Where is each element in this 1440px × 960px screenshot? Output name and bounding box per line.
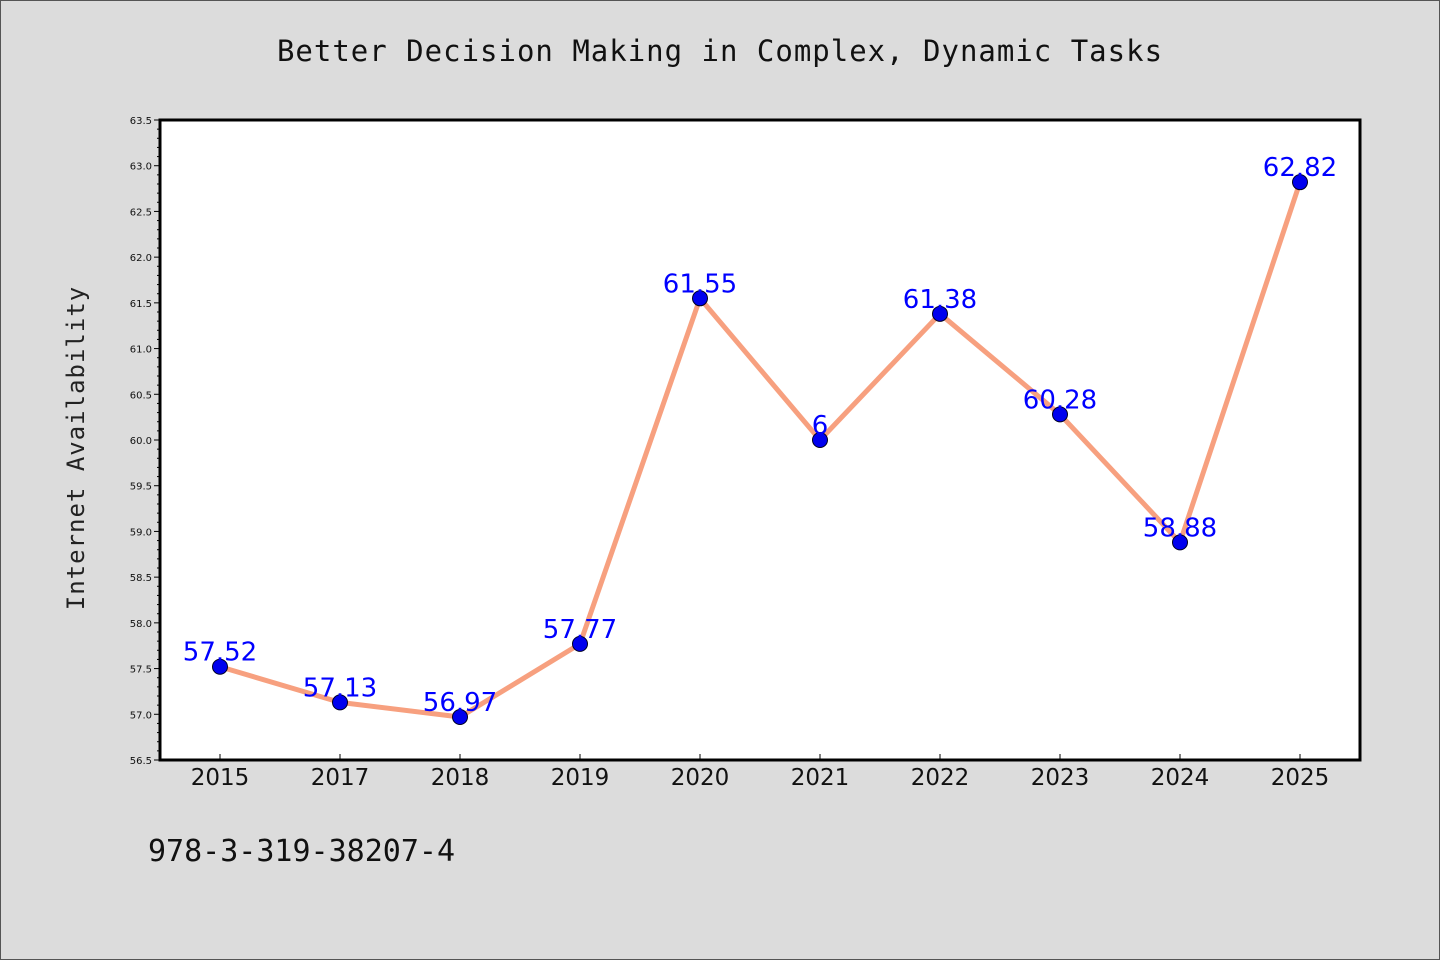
x-tick-label: 2021 xyxy=(791,765,850,791)
data-label: 56.97 xyxy=(423,688,497,718)
data-point xyxy=(932,305,948,322)
data-point xyxy=(1052,406,1068,423)
x-tick-label: 2019 xyxy=(551,765,610,791)
series-line xyxy=(217,179,1303,720)
data-label: 61.38 xyxy=(903,285,977,315)
data-label: 58.88 xyxy=(1143,513,1217,543)
chart-title: Better Decision Making in Complex, Dynam… xyxy=(276,34,1164,68)
y-tick-label: 56.5 xyxy=(130,756,152,767)
y-tick-label: 61.5 xyxy=(130,299,152,310)
x-tick-label: 2022 xyxy=(911,765,970,791)
x-tick-label: 2023 xyxy=(1031,765,1090,791)
y-tick-label: 61.0 xyxy=(130,345,152,356)
y-axis-ticks: 56.5 57.0 57.5 58.0 58.5 59.0 59.5 60.0 60.5 61.0… xyxy=(130,116,160,767)
data-point xyxy=(812,432,828,448)
data-point xyxy=(452,709,468,726)
x-tick-label: 2015 xyxy=(191,765,250,791)
y-tick-label: 62.5 xyxy=(130,207,152,218)
series-layer: 57.52 57.13 56.97 57.77 61.55 6 61.38 60.28 58.8… xyxy=(183,153,1337,726)
data-label: 61.55 xyxy=(663,269,737,299)
y-tick-label: 59.5 xyxy=(130,482,152,493)
data-point xyxy=(1292,174,1308,191)
data-label: 60.28 xyxy=(1023,385,1097,415)
x-tick-label: 2017 xyxy=(311,765,370,791)
y-tick-label: 60.0 xyxy=(130,436,152,447)
data-point xyxy=(212,658,228,675)
y-tick-label: 58.0 xyxy=(130,619,152,630)
isbn-code: 978-3-319-38207-4 xyxy=(148,834,456,869)
y-tick-label: 57.5 xyxy=(130,665,152,676)
y-tick-label: 60.5 xyxy=(130,390,152,401)
y-tick-label: 59.0 xyxy=(130,527,152,538)
x-tick-label: 2024 xyxy=(1151,765,1210,791)
y-tick-label: 58.5 xyxy=(130,573,152,584)
data-point xyxy=(572,635,588,652)
x-tick-label: 2018 xyxy=(431,765,490,791)
data-point xyxy=(692,290,708,307)
y-tick-label: 62.0 xyxy=(130,253,152,264)
x-tick-label: 2025 xyxy=(1271,765,1330,791)
data-label: 57.52 xyxy=(183,638,257,668)
y-tick-label: 57.0 xyxy=(130,710,152,721)
data-label: 6 xyxy=(812,411,829,441)
y-tick-label: 63.0 xyxy=(130,162,152,173)
x-axis-ticks: 2015 2017 2018 2019 2020 2021 2022 2023 2024 2025 xyxy=(191,754,1330,791)
plot-area xyxy=(160,120,1360,760)
data-label: 62.82 xyxy=(1263,153,1337,183)
plot-border xyxy=(158,118,1362,762)
data-point xyxy=(1172,534,1188,551)
data-label: 57.77 xyxy=(543,615,617,645)
y-tick-label: 63.5 xyxy=(130,116,152,127)
data-point xyxy=(332,694,348,711)
data-label: 57.13 xyxy=(303,673,377,703)
x-tick-label: 2020 xyxy=(671,765,730,791)
